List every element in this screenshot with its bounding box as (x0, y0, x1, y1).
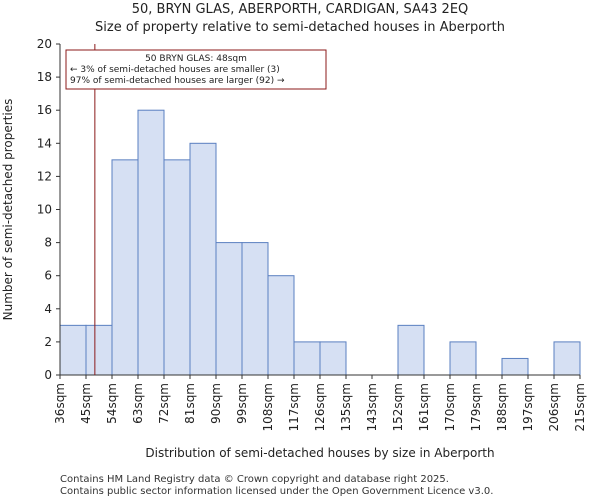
y-tick-label: 2 (44, 335, 52, 349)
histogram-plot: 0 2 4 6 8 10 12 14 16 18 20 36sqm 45sqm 54sqm 63sqm 72s… (1, 37, 587, 460)
x-tick-label: 206sqm (547, 383, 561, 431)
x-tick-label: 108sqm (261, 383, 275, 431)
y-axis-label: Number of semi-detached properties (1, 99, 15, 321)
x-tick-label: 197sqm (521, 383, 535, 431)
footer-licence: Contains public sector information licen… (60, 486, 494, 497)
x-tick-label: 90sqm (209, 383, 223, 424)
x-tick-label: 143sqm (365, 383, 379, 431)
x-tick-label: 117sqm (287, 383, 301, 431)
x-tick-label: 215sqm (573, 383, 587, 431)
footer-copyright: Contains HM Land Registry data © Crown c… (60, 474, 449, 485)
histogram-bar (501, 357, 529, 376)
x-tick-label: 81sqm (183, 383, 197, 424)
annotation-title: 50 BRYN GLAS: 48sqm (145, 54, 247, 64)
annotation-box (65, 49, 327, 90)
annotation-smaller: ← 3% of semi-detached houses are smaller… (70, 65, 280, 75)
histogram-bar (267, 275, 295, 376)
x-tick-label: 135sqm (339, 383, 353, 431)
annotation-larger: 97% of semi-detached houses are larger (… (70, 76, 285, 86)
y-tick-label: 18 (37, 70, 52, 84)
y-tick-label: 14 (37, 136, 52, 150)
x-tick-label: 54sqm (105, 383, 119, 424)
chart-subtitle: Size of property relative to semi-detach… (95, 20, 505, 35)
y-tick-label: 12 (37, 169, 52, 183)
histogram-bar (449, 341, 477, 376)
x-tick-label: 152sqm (391, 383, 405, 431)
histogram-bar (319, 341, 347, 376)
histogram-bar (215, 242, 243, 376)
histogram-bar (241, 242, 269, 376)
x-axis-label: Distribution of semi-detached houses by … (145, 446, 494, 460)
x-tick-label: 45sqm (79, 383, 93, 424)
x-tick-label: 99sqm (235, 383, 249, 424)
histogram-bar (293, 341, 321, 376)
x-tick-label: 63sqm (131, 383, 145, 424)
y-tick-label: 4 (44, 302, 52, 316)
y-tick-label: 6 (44, 269, 52, 283)
histogram-bar (111, 159, 139, 376)
y-tick-label: 0 (44, 368, 52, 382)
histogram-bar (397, 324, 425, 376)
x-tick-label: 161sqm (417, 383, 431, 431)
histogram-bar (163, 159, 191, 376)
x-tick-label: 36sqm (53, 383, 67, 424)
y-tick-label: 8 (44, 236, 52, 250)
x-tick-label: 188sqm (495, 383, 509, 431)
x-tick-label: 179sqm (469, 383, 483, 431)
x-tick-label: 72sqm (157, 383, 171, 424)
histogram-bar (59, 324, 87, 376)
histogram-bar (137, 109, 165, 376)
x-tick-label: 170sqm (443, 383, 457, 431)
chart-title: 50, BRYN GLAS, ABERPORTH, CARDIGAN, SA43… (131, 2, 469, 17)
y-tick-label: 20 (37, 37, 52, 51)
histogram-bar (189, 142, 217, 376)
x-tick-label: 126sqm (313, 383, 327, 431)
y-tick-label: 10 (37, 203, 52, 217)
y-tick-label: 16 (37, 103, 52, 117)
histogram-bar (85, 324, 113, 376)
histogram-bar (553, 341, 581, 376)
